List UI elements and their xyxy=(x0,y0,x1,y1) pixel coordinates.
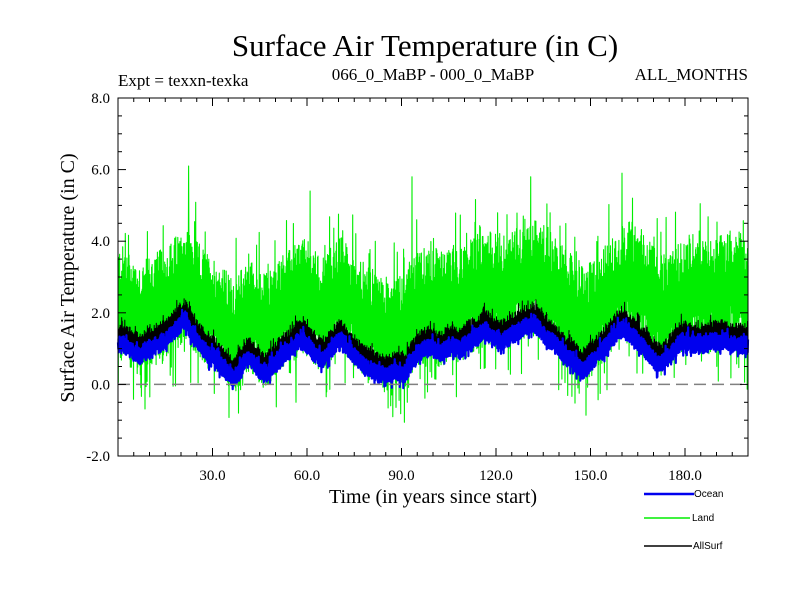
legend-land-label: Land xyxy=(692,513,714,524)
comparison-label: 066_0_MaBP - 000_0_MaBP xyxy=(332,65,534,84)
x-tick-label: 180.0 xyxy=(668,468,702,484)
x-tick-label: 60.0 xyxy=(294,468,320,484)
x-axis-label: Time (in years since start) xyxy=(329,486,537,508)
chart-title: Surface Air Temperature (in C) xyxy=(232,28,618,63)
tick-labels: 30.0 60.0 90.0 120.0 150.0 180.0 -2.0 0.0 2.0 4.0… xyxy=(86,91,702,484)
legend-allsurf-label: AllSurf xyxy=(693,541,723,552)
series-land xyxy=(117,165,749,423)
y-tick-label: -2.0 xyxy=(86,449,110,465)
series-ocean-line xyxy=(116,308,750,391)
series-land-line xyxy=(117,165,749,423)
x-tick-label: 150.0 xyxy=(574,468,608,484)
y-tick-label: 0.0 xyxy=(91,377,110,393)
x-tick-label: 120.0 xyxy=(479,468,513,484)
series-ocean xyxy=(116,308,750,391)
months-label: ALL_MONTHS xyxy=(635,65,748,84)
x-tick-label: 30.0 xyxy=(199,468,225,484)
y-tick-label: 2.0 xyxy=(91,306,110,322)
y-axis-label: Surface Air Temperature (in C) xyxy=(57,153,79,402)
series-layer xyxy=(116,165,750,423)
y-tick-label: 6.0 xyxy=(91,163,110,179)
axis-ticks xyxy=(118,98,748,456)
y-tick-label: 4.0 xyxy=(91,234,110,250)
legend: Ocean Land AllSurf xyxy=(644,489,723,552)
x-tick-label: 90.0 xyxy=(388,468,414,484)
plot-frame xyxy=(117,97,749,457)
experiment-label: Expt = texxn-texka xyxy=(118,71,249,90)
legend-ocean-label: Ocean xyxy=(694,489,723,500)
y-tick-label: 8.0 xyxy=(91,91,110,107)
